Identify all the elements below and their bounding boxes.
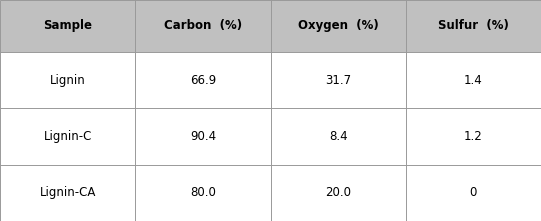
Text: Lignin-C: Lignin-C	[43, 130, 92, 143]
Text: 0: 0	[470, 186, 477, 199]
Text: Lignin-CA: Lignin-CA	[39, 186, 96, 199]
Text: 31.7: 31.7	[325, 74, 351, 87]
Text: Sample: Sample	[43, 19, 92, 32]
Bar	[0, 52, 135, 108]
Bar	[270, 52, 406, 108]
Bar	[0, 165, 135, 221]
Bar	[270, 165, 406, 221]
Text: 1.2: 1.2	[464, 130, 483, 143]
Bar	[135, 52, 270, 108]
Text: 80.0: 80.0	[190, 186, 216, 199]
Text: 66.9: 66.9	[190, 74, 216, 87]
Bar	[0, 0, 541, 52]
Text: Lignin: Lignin	[50, 74, 85, 87]
Bar	[135, 108, 270, 165]
Text: 1.4: 1.4	[464, 74, 483, 87]
Text: 90.4: 90.4	[190, 130, 216, 143]
Bar	[406, 165, 541, 221]
Bar	[270, 108, 406, 165]
Bar	[406, 108, 541, 165]
Text: 20.0: 20.0	[325, 186, 351, 199]
Text: 8.4: 8.4	[329, 130, 347, 143]
Text: Oxygen  (%): Oxygen (%)	[298, 19, 379, 32]
Bar	[0, 108, 135, 165]
Text: Carbon  (%): Carbon (%)	[164, 19, 242, 32]
Text: Sulfur  (%): Sulfur (%)	[438, 19, 509, 32]
Bar	[135, 165, 270, 221]
Bar	[406, 52, 541, 108]
